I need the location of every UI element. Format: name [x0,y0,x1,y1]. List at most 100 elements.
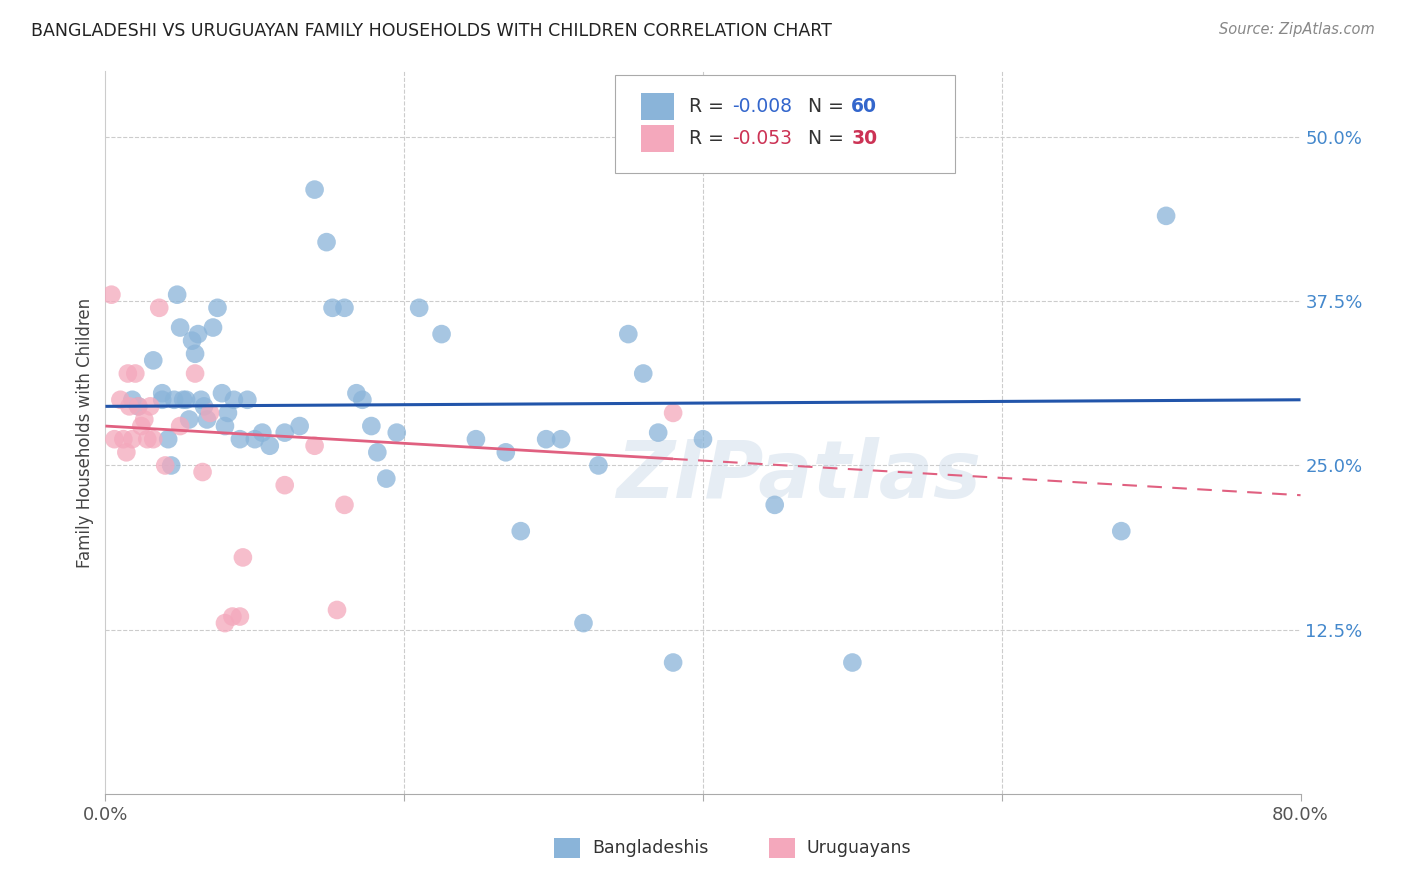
Point [181,334,204,348]
Point [243,432,266,446]
Point [273,478,295,492]
Point [184,347,207,361]
Point [127,400,149,414]
Point [763,498,786,512]
Point [464,432,488,446]
Text: Bangladeshis: Bangladeshis [592,839,709,857]
Text: N =: N = [808,97,851,116]
Point [232,550,254,565]
Text: 60: 60 [851,97,877,116]
Point [430,327,453,342]
Point [288,419,311,434]
Point [190,392,212,407]
Point [333,301,356,315]
Bar [641,93,675,120]
Text: -0.053: -0.053 [731,129,792,148]
Text: BANGLADESHI VS URUGUAYAN FAMILY HOUSEHOLDS WITH CHILDREN CORRELATION CHART: BANGLADESHI VS URUGUAYAN FAMILY HOUSEHOL… [31,22,832,40]
Bar [554,838,579,858]
Point [315,235,337,249]
Point [142,432,165,446]
Point [163,392,186,407]
Point [229,432,252,446]
Point [142,353,165,368]
Point [174,392,197,407]
Point [346,386,368,401]
Point [177,412,201,426]
Point [304,183,326,197]
Point [236,392,259,407]
Text: Uruguayans: Uruguayans [807,839,911,857]
Point [121,432,143,446]
Point [184,367,207,381]
Point [229,609,252,624]
Point [360,419,382,434]
Point [366,445,388,459]
Point [647,425,669,440]
Point [136,432,159,446]
Point [127,400,149,414]
Point [841,656,863,670]
Point [662,406,685,420]
Point [572,616,595,631]
Point [117,367,139,381]
Point [221,609,243,624]
Point [103,432,125,446]
Point [193,400,215,414]
Point [202,320,225,334]
Text: R =: R = [689,129,730,148]
Point [222,392,245,407]
Text: ZIPatlas: ZIPatlas [616,437,981,515]
Point [160,458,183,473]
Point [134,412,156,426]
Point [326,603,349,617]
Point [187,327,209,342]
Point [588,458,610,473]
Point [191,465,214,479]
Point [124,367,146,381]
Point [550,432,572,446]
Point [100,287,122,301]
Point [252,425,274,440]
Bar [769,838,794,858]
Point [408,301,430,315]
Point [214,419,236,434]
Point [169,419,191,434]
Bar [641,125,675,153]
Point [1111,524,1133,538]
Point [633,367,655,381]
Point [273,425,295,440]
Point [169,320,191,334]
Point [110,392,132,407]
Text: N =: N = [808,129,851,148]
Point [304,439,326,453]
Point [139,400,162,414]
Point [157,432,180,446]
Text: R =: R = [689,97,730,116]
Text: Source: ZipAtlas.com: Source: ZipAtlas.com [1219,22,1375,37]
Point [352,392,374,407]
Point [692,432,714,446]
Point [172,392,194,407]
Point [259,439,281,453]
Point [112,432,135,446]
Point [534,432,557,446]
Text: 30: 30 [851,129,877,148]
Point [617,327,640,342]
Point [662,656,685,670]
Point [509,524,531,538]
Point [118,400,141,414]
Point [198,406,221,420]
Point [155,458,177,473]
Point [150,392,173,407]
Point [375,472,398,486]
Point [150,386,173,401]
Point [148,301,170,315]
Point [1154,209,1177,223]
Text: -0.008: -0.008 [731,97,792,116]
FancyBboxPatch shape [614,75,955,172]
Point [211,386,233,401]
Point [129,419,153,434]
Point [207,301,229,315]
Point [214,616,236,631]
Point [495,445,517,459]
